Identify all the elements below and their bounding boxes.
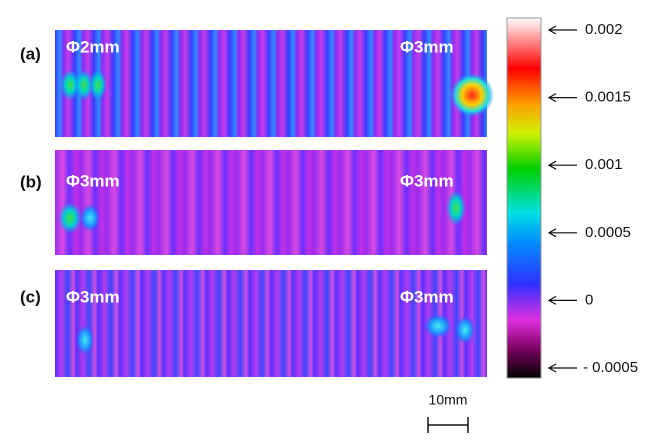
tick-arrow [547,25,577,35]
defect-spot [450,73,494,117]
defect-spot [60,69,80,101]
tick-label: 0 [585,291,593,308]
defect-label: Φ2mm [66,37,120,56]
tick-label: 0.0015 [585,89,631,106]
defect-spot [76,325,94,355]
tick-arrow [547,295,577,305]
defect-spot [424,314,452,338]
colorbar [506,17,542,379]
tick-label: 0.001 [585,156,623,173]
scale-bar [427,417,469,433]
tick-arrow [547,363,577,373]
defect-label: Φ3mm [400,171,454,190]
defect-label: Φ3mm [66,171,120,190]
tick-arrow [547,93,577,103]
defect-label: Φ3mm [400,37,454,56]
panel-label: (b) [20,172,42,191]
defect-spot [80,204,100,232]
defect-spot [75,69,93,101]
tick-arrow [547,160,577,170]
defect-label: Φ3mm [400,287,454,306]
tick-label: - 0.0005 [583,359,638,376]
panel-label: (a) [20,44,41,63]
defect-spot [455,316,475,344]
tick-label: 0.0005 [585,224,631,241]
defect-spot [446,190,466,226]
heatmap [55,30,487,137]
panel-label: (c) [20,287,41,306]
tick-arrow [547,228,577,238]
defect-label: Φ3mm [66,287,120,306]
defect-spot [89,69,107,101]
scale-bar-label: 10mm [429,392,468,408]
heatmap [55,270,487,377]
defect-spot [58,202,82,234]
heatmap [55,150,487,255]
tick-label: 0.002 [585,21,623,38]
